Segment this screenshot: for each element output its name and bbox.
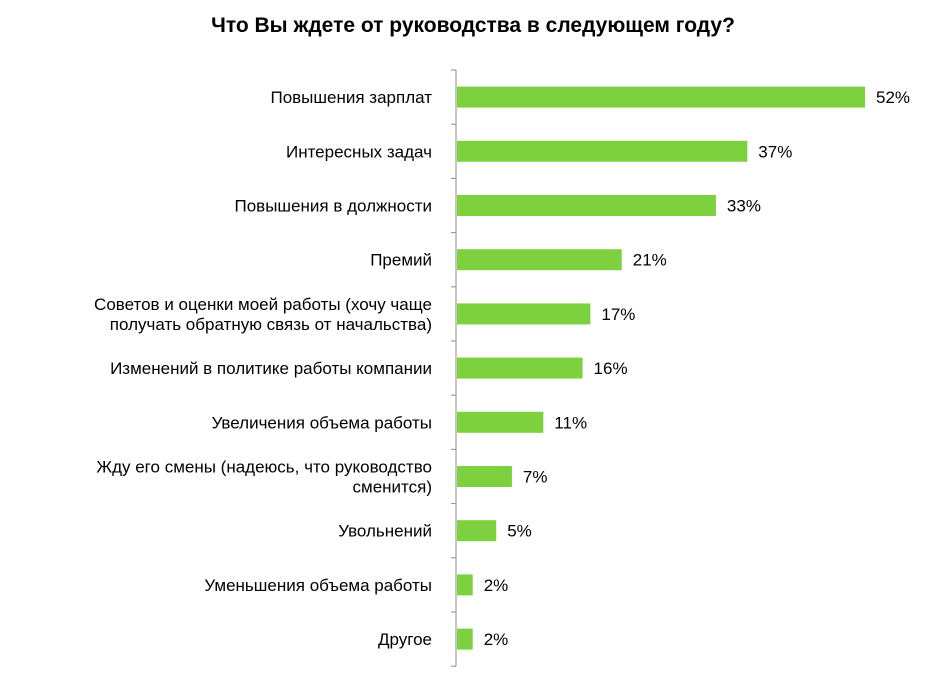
category-label-line: получать обратную связь от начальства): [110, 315, 432, 334]
category-label-line: Уменьшения объема работы: [204, 576, 432, 595]
data-label: 7%: [523, 468, 548, 487]
data-label: 2%: [484, 630, 509, 649]
bar: [457, 195, 716, 216]
data-label: 52%: [876, 88, 910, 107]
category-label-line: Увольнений: [338, 522, 432, 541]
category-label-line: Советов и оценки моей работы (хочу чаще: [94, 295, 432, 314]
category-label: Изменений в политике работы компании: [110, 359, 432, 378]
bar: [457, 86, 865, 108]
bar: [457, 574, 473, 596]
data-label: 11%: [554, 413, 587, 432]
bar: [457, 249, 622, 271]
category-label-line: Повышения зарплат: [270, 88, 432, 107]
category-label: Повышения зарплат: [270, 88, 432, 107]
category-label: Премий: [370, 251, 432, 270]
bar: [457, 357, 583, 379]
category-label-line: сменится): [353, 478, 433, 497]
category-label-line: Повышения в должности: [234, 197, 432, 216]
category-label-line: Другое: [378, 630, 432, 649]
category-label: Жду его смены (надеюсь, что руководство с…: [96, 458, 432, 497]
category-label-line: Жду его смены (надеюсь, что руководство: [96, 458, 432, 477]
category-label: Повышения в должности: [234, 197, 432, 216]
category-label: Увеличения объема работы: [212, 413, 432, 432]
data-label: 17%: [601, 305, 635, 324]
category-label-line: Премий: [370, 251, 432, 270]
bar: [457, 140, 748, 162]
category-label: Другое: [378, 630, 432, 649]
data-label: 16%: [594, 359, 628, 378]
category-label: Советов и оценки моей работы (хочу чаще п…: [94, 295, 432, 334]
bar: [457, 628, 473, 650]
category-label-line: Увеличения объема работы: [212, 413, 432, 432]
data-label: 21%: [633, 251, 667, 270]
data-label: 5%: [507, 522, 532, 541]
category-label: Уменьшения объема работы: [204, 576, 432, 595]
data-label: 37%: [758, 142, 792, 161]
data-label: 2%: [484, 576, 509, 595]
bar: [457, 466, 512, 487]
category-label: Увольнений: [338, 522, 432, 541]
chart-title: Что Вы ждете от руководства в следующем …: [211, 14, 735, 37]
category-label-line: Изменений в политике работы компании: [110, 359, 432, 378]
bar: [457, 411, 544, 433]
bar: [457, 303, 591, 325]
category-label: Интересных задач: [286, 142, 432, 161]
category-label-line: Интересных задач: [286, 142, 432, 161]
data-label: 33%: [727, 197, 761, 216]
bar: [457, 520, 497, 542]
